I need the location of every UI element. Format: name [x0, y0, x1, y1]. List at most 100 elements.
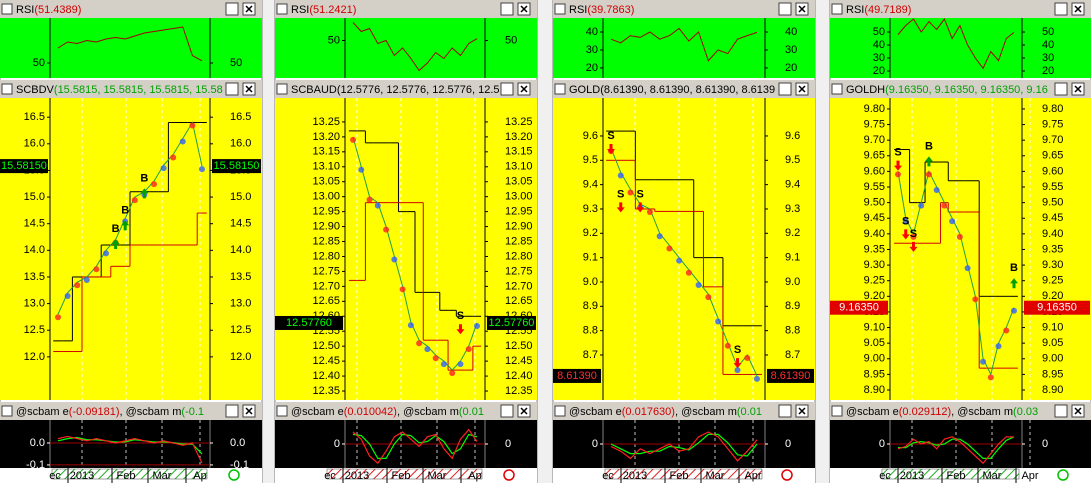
y-tick-label: 9.2: [583, 227, 598, 239]
y-tick-label-right: 8.90: [1042, 384, 1063, 396]
y-tick-label-right: 9.25: [1042, 275, 1063, 287]
y-tick-label: 50: [328, 34, 340, 46]
y-tick-label: 9.55: [864, 181, 885, 193]
sell-arrow: [607, 143, 615, 154]
buy-arrow: [140, 188, 149, 199]
pane-header-text: @scbam e: [846, 406, 899, 418]
y-tick-label: 8.8: [583, 325, 598, 337]
y-tick-label: 12.40: [312, 370, 340, 382]
series-line: [352, 136, 478, 371]
chart-window: RSI (39.7863) 40 40 30 30 20 20 GOLD (8.61390, 8.…: [552, 0, 816, 483]
pane-icon: [1, 405, 13, 417]
status-icon[interactable]: [781, 469, 793, 481]
y-tick-label: 12.5: [24, 324, 45, 336]
pane-header-text: , @scbam m: [675, 406, 737, 418]
y-tick-label-right: 12.80: [505, 250, 533, 262]
bar-marker: [55, 314, 61, 321]
y-tick-label-right: 13.25: [505, 116, 533, 128]
window-button[interactable]: [225, 82, 239, 96]
y-tick-label: 9.70: [864, 134, 885, 146]
window-button[interactable]: [225, 404, 239, 418]
window-button[interactable]: [500, 2, 514, 16]
y-tick-label: 8.95: [864, 368, 885, 380]
y-tick-label: 40: [873, 39, 885, 51]
y-tick-label-right: 13.05: [505, 176, 533, 188]
y-tick-label-right: 12.85: [505, 235, 533, 247]
y-tick-label-right: 9.80: [1042, 103, 1063, 115]
bar-marker: [440, 361, 447, 368]
bar-marker: [754, 375, 760, 382]
chart-window: RSI (51.2421) 50 50 SCBAUD (12.5776, 12.5776,…: [274, 0, 538, 483]
pane-header-text: (0.010042): [344, 406, 397, 418]
y-tick-label: 9.75: [864, 118, 885, 130]
pane-icon: [831, 83, 843, 95]
status-icon[interactable]: [1057, 469, 1069, 481]
x-tick-label: Feb: [670, 470, 689, 482]
pane-icon: [276, 3, 288, 15]
window-button[interactable]: [500, 82, 514, 96]
y-tick-label-right: 50: [505, 34, 517, 46]
pane-header: [553, 80, 815, 98]
signal-label: B: [121, 204, 129, 216]
price-pane: [275, 98, 537, 400]
y-tick-label-right: 50: [1042, 26, 1054, 38]
window-button[interactable]: [225, 2, 239, 16]
window-button[interactable]: [778, 82, 792, 96]
y-tick-label: 12.35: [312, 385, 340, 397]
rsi-pane: [275, 18, 537, 78]
series-line: [897, 169, 1015, 376]
status-icon[interactable]: [228, 469, 240, 481]
pane-header: [275, 0, 537, 18]
pane-header-text: (0.029112): [899, 406, 951, 418]
series-line: [610, 27, 758, 62]
pane-header-text: RSI: [291, 4, 309, 16]
bar-marker: [131, 197, 138, 204]
window-button[interactable]: [778, 404, 792, 418]
y-tick-label: 9.10: [864, 321, 885, 333]
window-button[interactable]: [778, 2, 792, 16]
signal-label: B: [112, 223, 120, 235]
bar-marker: [358, 166, 365, 173]
pane-header-text: , @scbam m: [951, 406, 1013, 418]
pane-header-text: RSI: [16, 4, 34, 16]
bar-marker: [949, 218, 956, 225]
signal-strip: [881, 468, 1020, 480]
y-tick-label-right: 16.5: [230, 111, 251, 123]
pane-header-text: @scbam e: [569, 406, 622, 418]
window-button[interactable]: [500, 404, 514, 418]
pane-header-text: @scbam e: [16, 406, 69, 418]
bar-marker: [685, 269, 692, 276]
window-button[interactable]: [1054, 404, 1068, 418]
sell-arrow: [636, 202, 645, 213]
y-tick-label: 9.60: [864, 165, 885, 177]
pane-header-text: GOLDH: [846, 84, 885, 96]
bar-marker: [918, 202, 925, 209]
y-tick-label-right: 9.2: [785, 227, 800, 239]
pane-header-text: RSI: [569, 4, 587, 16]
y-tick-label: 8.7: [583, 349, 598, 361]
y-tick-label: 13.20: [312, 131, 340, 143]
bar-marker: [902, 218, 909, 225]
y-tick-label-right: 13.10: [505, 161, 533, 173]
bar-marker: [705, 294, 712, 301]
y-tick-label: 0: [592, 438, 598, 450]
sell-arrow: [733, 358, 742, 369]
y-tick-label: 12.95: [312, 206, 340, 218]
y-tick-label-right: 9.0: [785, 276, 800, 288]
y-tick-label: 13.25: [312, 116, 340, 128]
status-icon[interactable]: [503, 469, 515, 481]
bar-marker: [199, 166, 205, 173]
bar-marker: [416, 340, 423, 347]
window-button[interactable]: [1054, 82, 1068, 96]
y-tick-label-right: 12.90: [505, 220, 533, 232]
window-button[interactable]: [1054, 2, 1068, 16]
bar-marker: [933, 187, 940, 194]
y-tick-label-right: 12.5: [230, 324, 251, 336]
bar-marker: [956, 233, 963, 240]
x-tick-label: 2013: [900, 470, 924, 482]
bar-marker: [160, 165, 167, 172]
last-price-label: 15.58150: [1, 160, 47, 172]
y-tick-label-right: 20: [1042, 65, 1054, 77]
sell-arrow: [616, 202, 625, 213]
y-tick-label: 9.05: [864, 337, 885, 349]
